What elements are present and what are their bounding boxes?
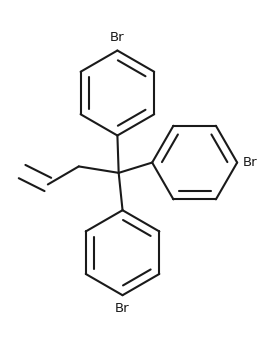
Text: Br: Br (242, 156, 257, 169)
Text: Br: Br (110, 31, 125, 44)
Text: Br: Br (115, 301, 130, 315)
